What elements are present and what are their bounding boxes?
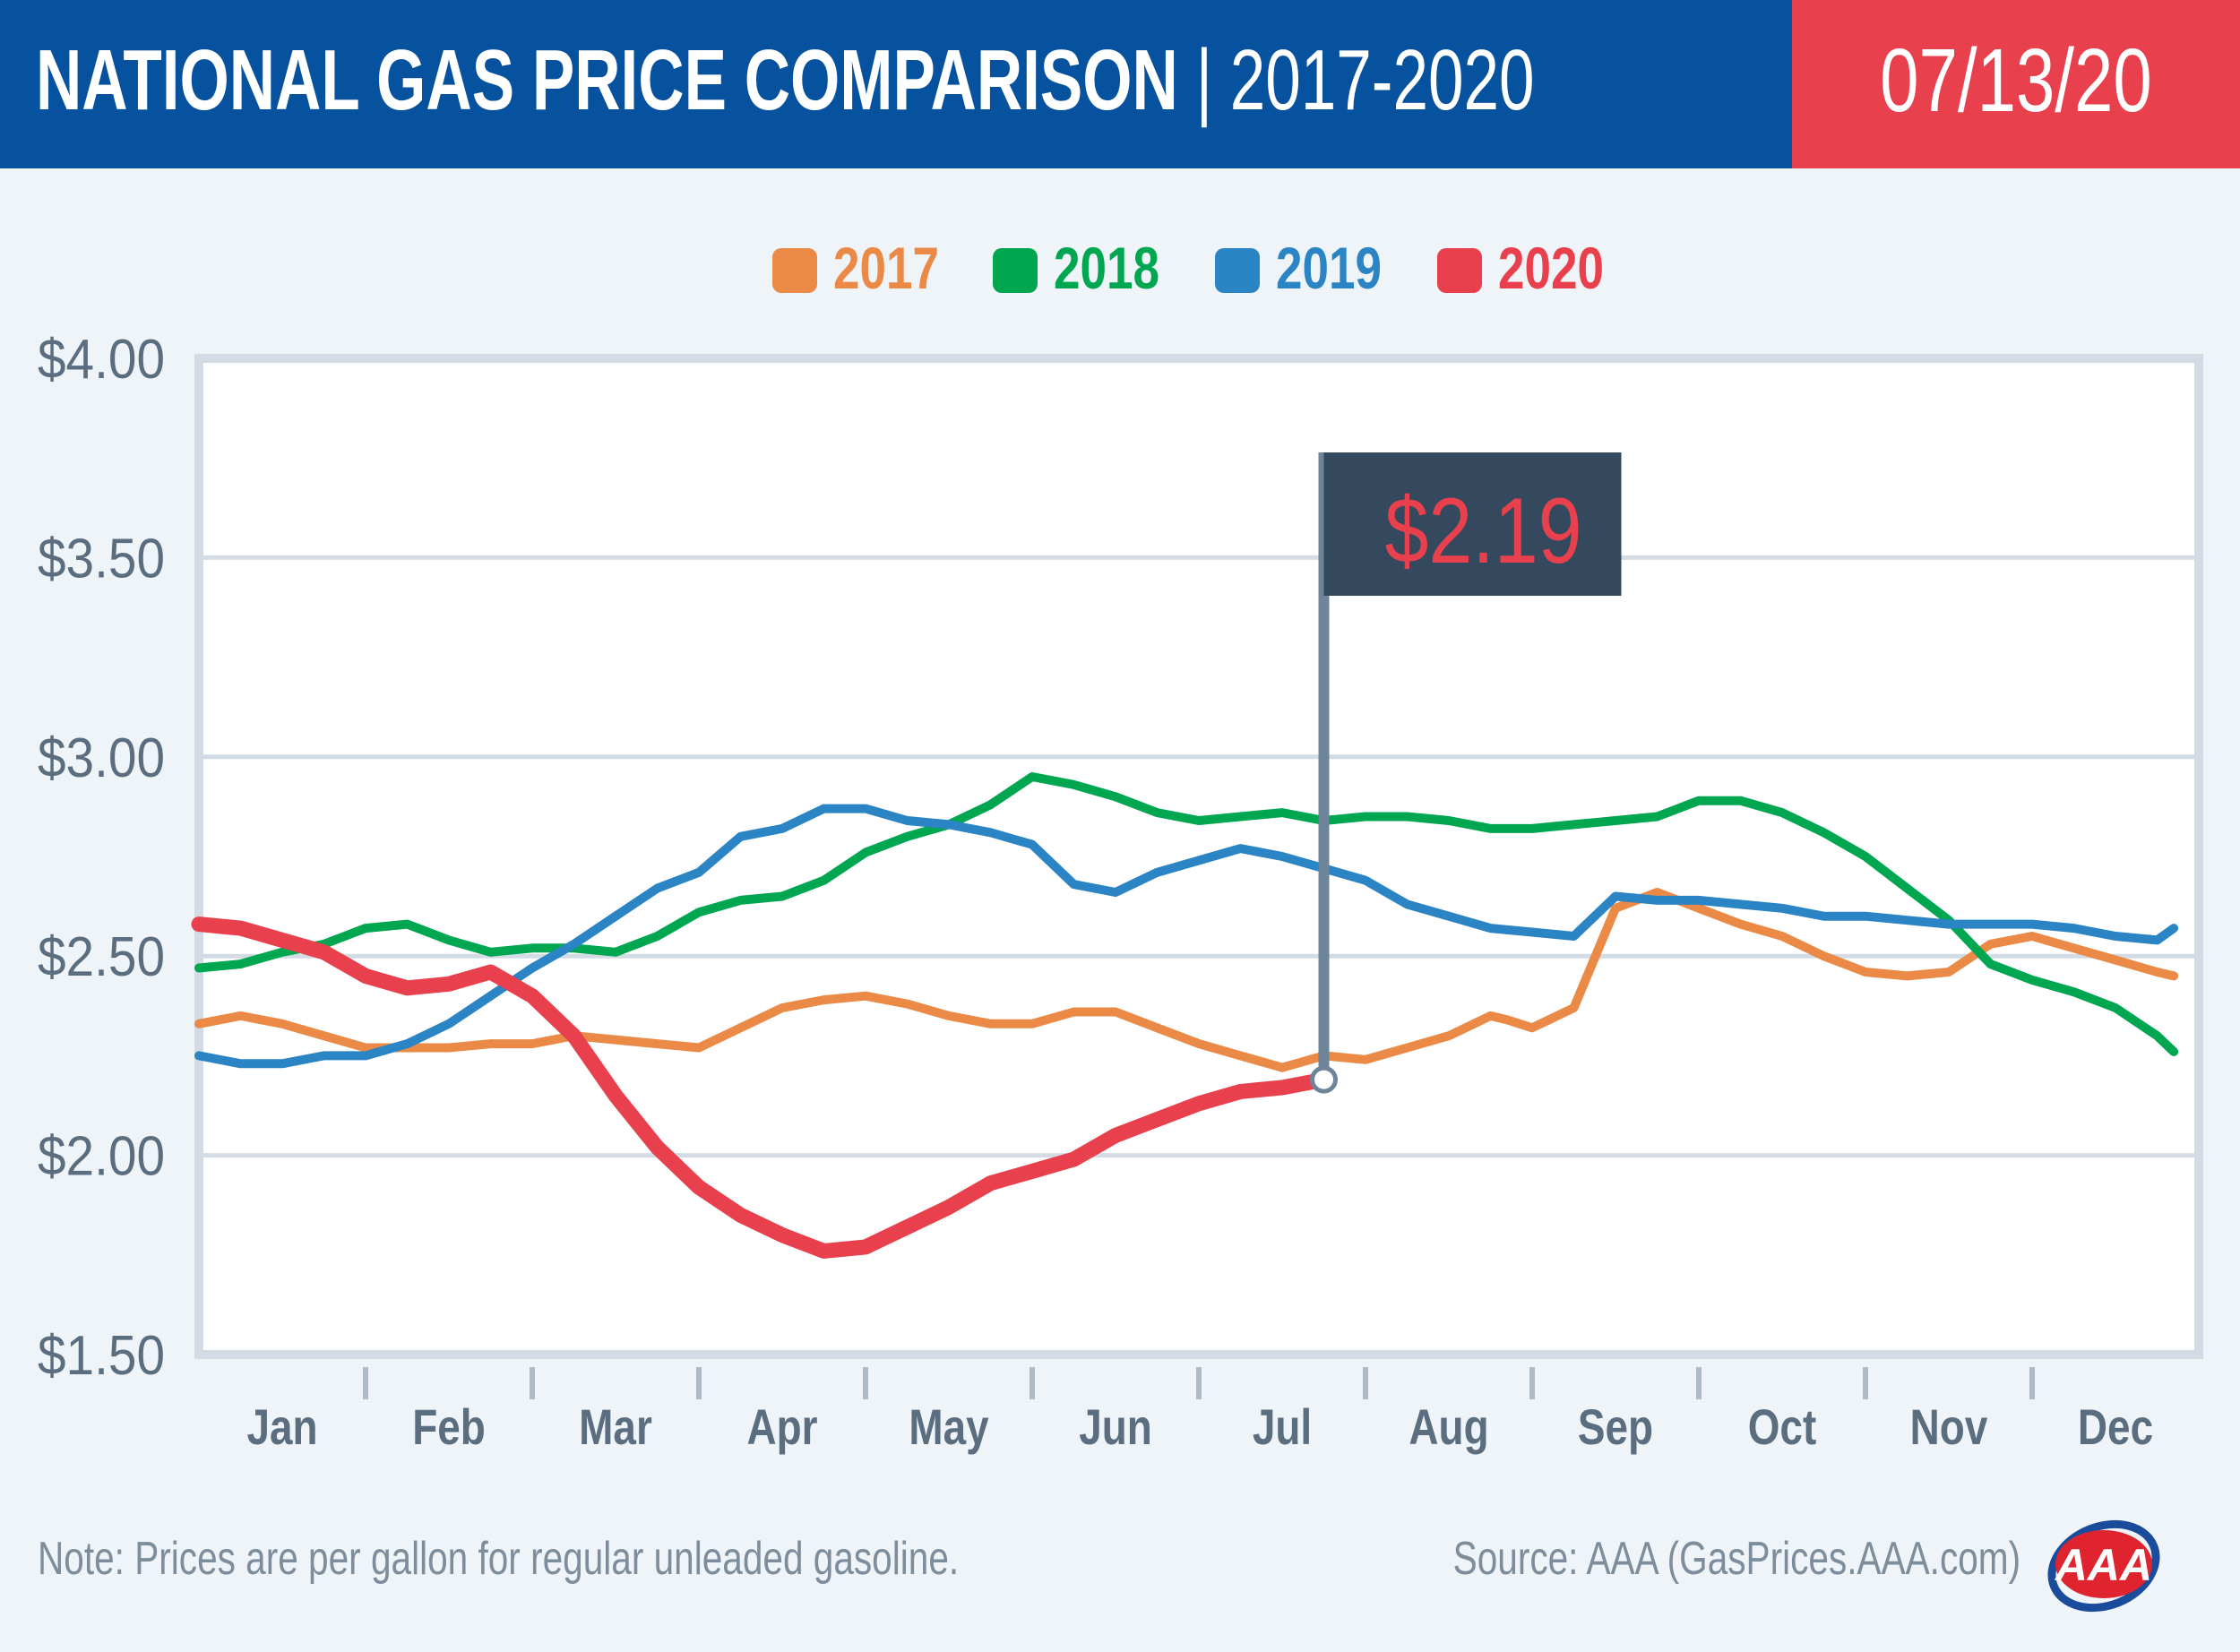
y-axis: $4.00 $3.50 $3.00 $2.50 $2.00 $1.50 <box>38 329 165 1387</box>
y-tick-label: $2.50 <box>38 926 165 988</box>
x-tick-label: Apr <box>746 1399 817 1455</box>
title-range: 2017-2020 <box>1229 32 1535 128</box>
x-tick-label: May <box>909 1399 989 1455</box>
x-tick-label: Dec <box>2078 1399 2153 1455</box>
legend: 2017 2018 2019 2020 <box>772 235 1604 301</box>
x-tick-label: Feb <box>412 1399 486 1455</box>
logo-oval <box>2055 1530 2152 1598</box>
legend-label-2017: 2017 <box>833 235 939 301</box>
title-main: NATIONAL GAS PRICE COMPARISON <box>36 32 1178 128</box>
y-tick-label: $4.00 <box>38 329 165 391</box>
x-tick-label: Jun <box>1079 1399 1152 1455</box>
legend-swatch-2020 <box>1437 248 1482 293</box>
y-tick-label: $3.00 <box>38 727 165 789</box>
aaa-logo: AAA <box>2047 1519 2160 1613</box>
legend-label-2020: 2020 <box>1498 235 1604 301</box>
series-lines <box>191 772 2179 1259</box>
y-tick-label: $2.00 <box>38 1126 165 1188</box>
callout-marker <box>1310 1065 1338 1094</box>
x-tick-label: Aug <box>1409 1399 1488 1455</box>
callout-price-label: $2.19 <box>1385 479 1582 583</box>
y-tick-label: $3.50 <box>38 528 165 589</box>
x-axis: Jan Feb Mar Apr May Jun Jul Aug Sep Oct Nov Dec <box>246 1367 2153 1455</box>
logo-orbit-ring <box>2047 1519 2160 1613</box>
y-tick-label: $1.50 <box>38 1325 165 1387</box>
price-callout: $2.19 <box>1310 452 1622 1094</box>
legend-swatch-2017 <box>772 248 817 293</box>
series-line-2019 <box>194 804 2179 1069</box>
footnote: Note: Prices are per gallon for regular … <box>38 1533 960 1585</box>
legend-label-2019: 2019 <box>1276 235 1382 301</box>
source-credit: Source: AAA (GasPrices.AAA.com) <box>1452 1533 2020 1585</box>
series-line-2020 <box>191 916 1331 1259</box>
title-separator: | <box>1177 32 1230 128</box>
x-tick-label: Jul <box>1253 1399 1312 1455</box>
x-tick-label: Sep <box>1578 1399 1653 1455</box>
legend-label-2018: 2018 <box>1054 235 1159 301</box>
series-line-2018 <box>194 772 2179 1056</box>
x-tick-label: Mar <box>579 1399 652 1455</box>
x-tick-label: Oct <box>1748 1399 1817 1455</box>
legend-swatch-2019 <box>1215 248 1260 293</box>
report-date: 07/13/20 <box>1880 30 2152 131</box>
callout-box <box>1323 452 1622 596</box>
series-line-2017 <box>194 888 2179 1072</box>
page-title: NATIONAL GAS PRICE COMPARISON | 2017-202… <box>36 27 1534 134</box>
legend-swatch-2018 <box>993 248 1038 293</box>
header-bar <box>0 0 1792 168</box>
date-banner <box>1792 0 2240 168</box>
logo-text: AAA <box>2054 1540 2152 1590</box>
x-tick-label: Jan <box>246 1399 317 1455</box>
x-tick-label: Nov <box>1910 1399 1988 1455</box>
gridlines <box>199 555 2199 1158</box>
